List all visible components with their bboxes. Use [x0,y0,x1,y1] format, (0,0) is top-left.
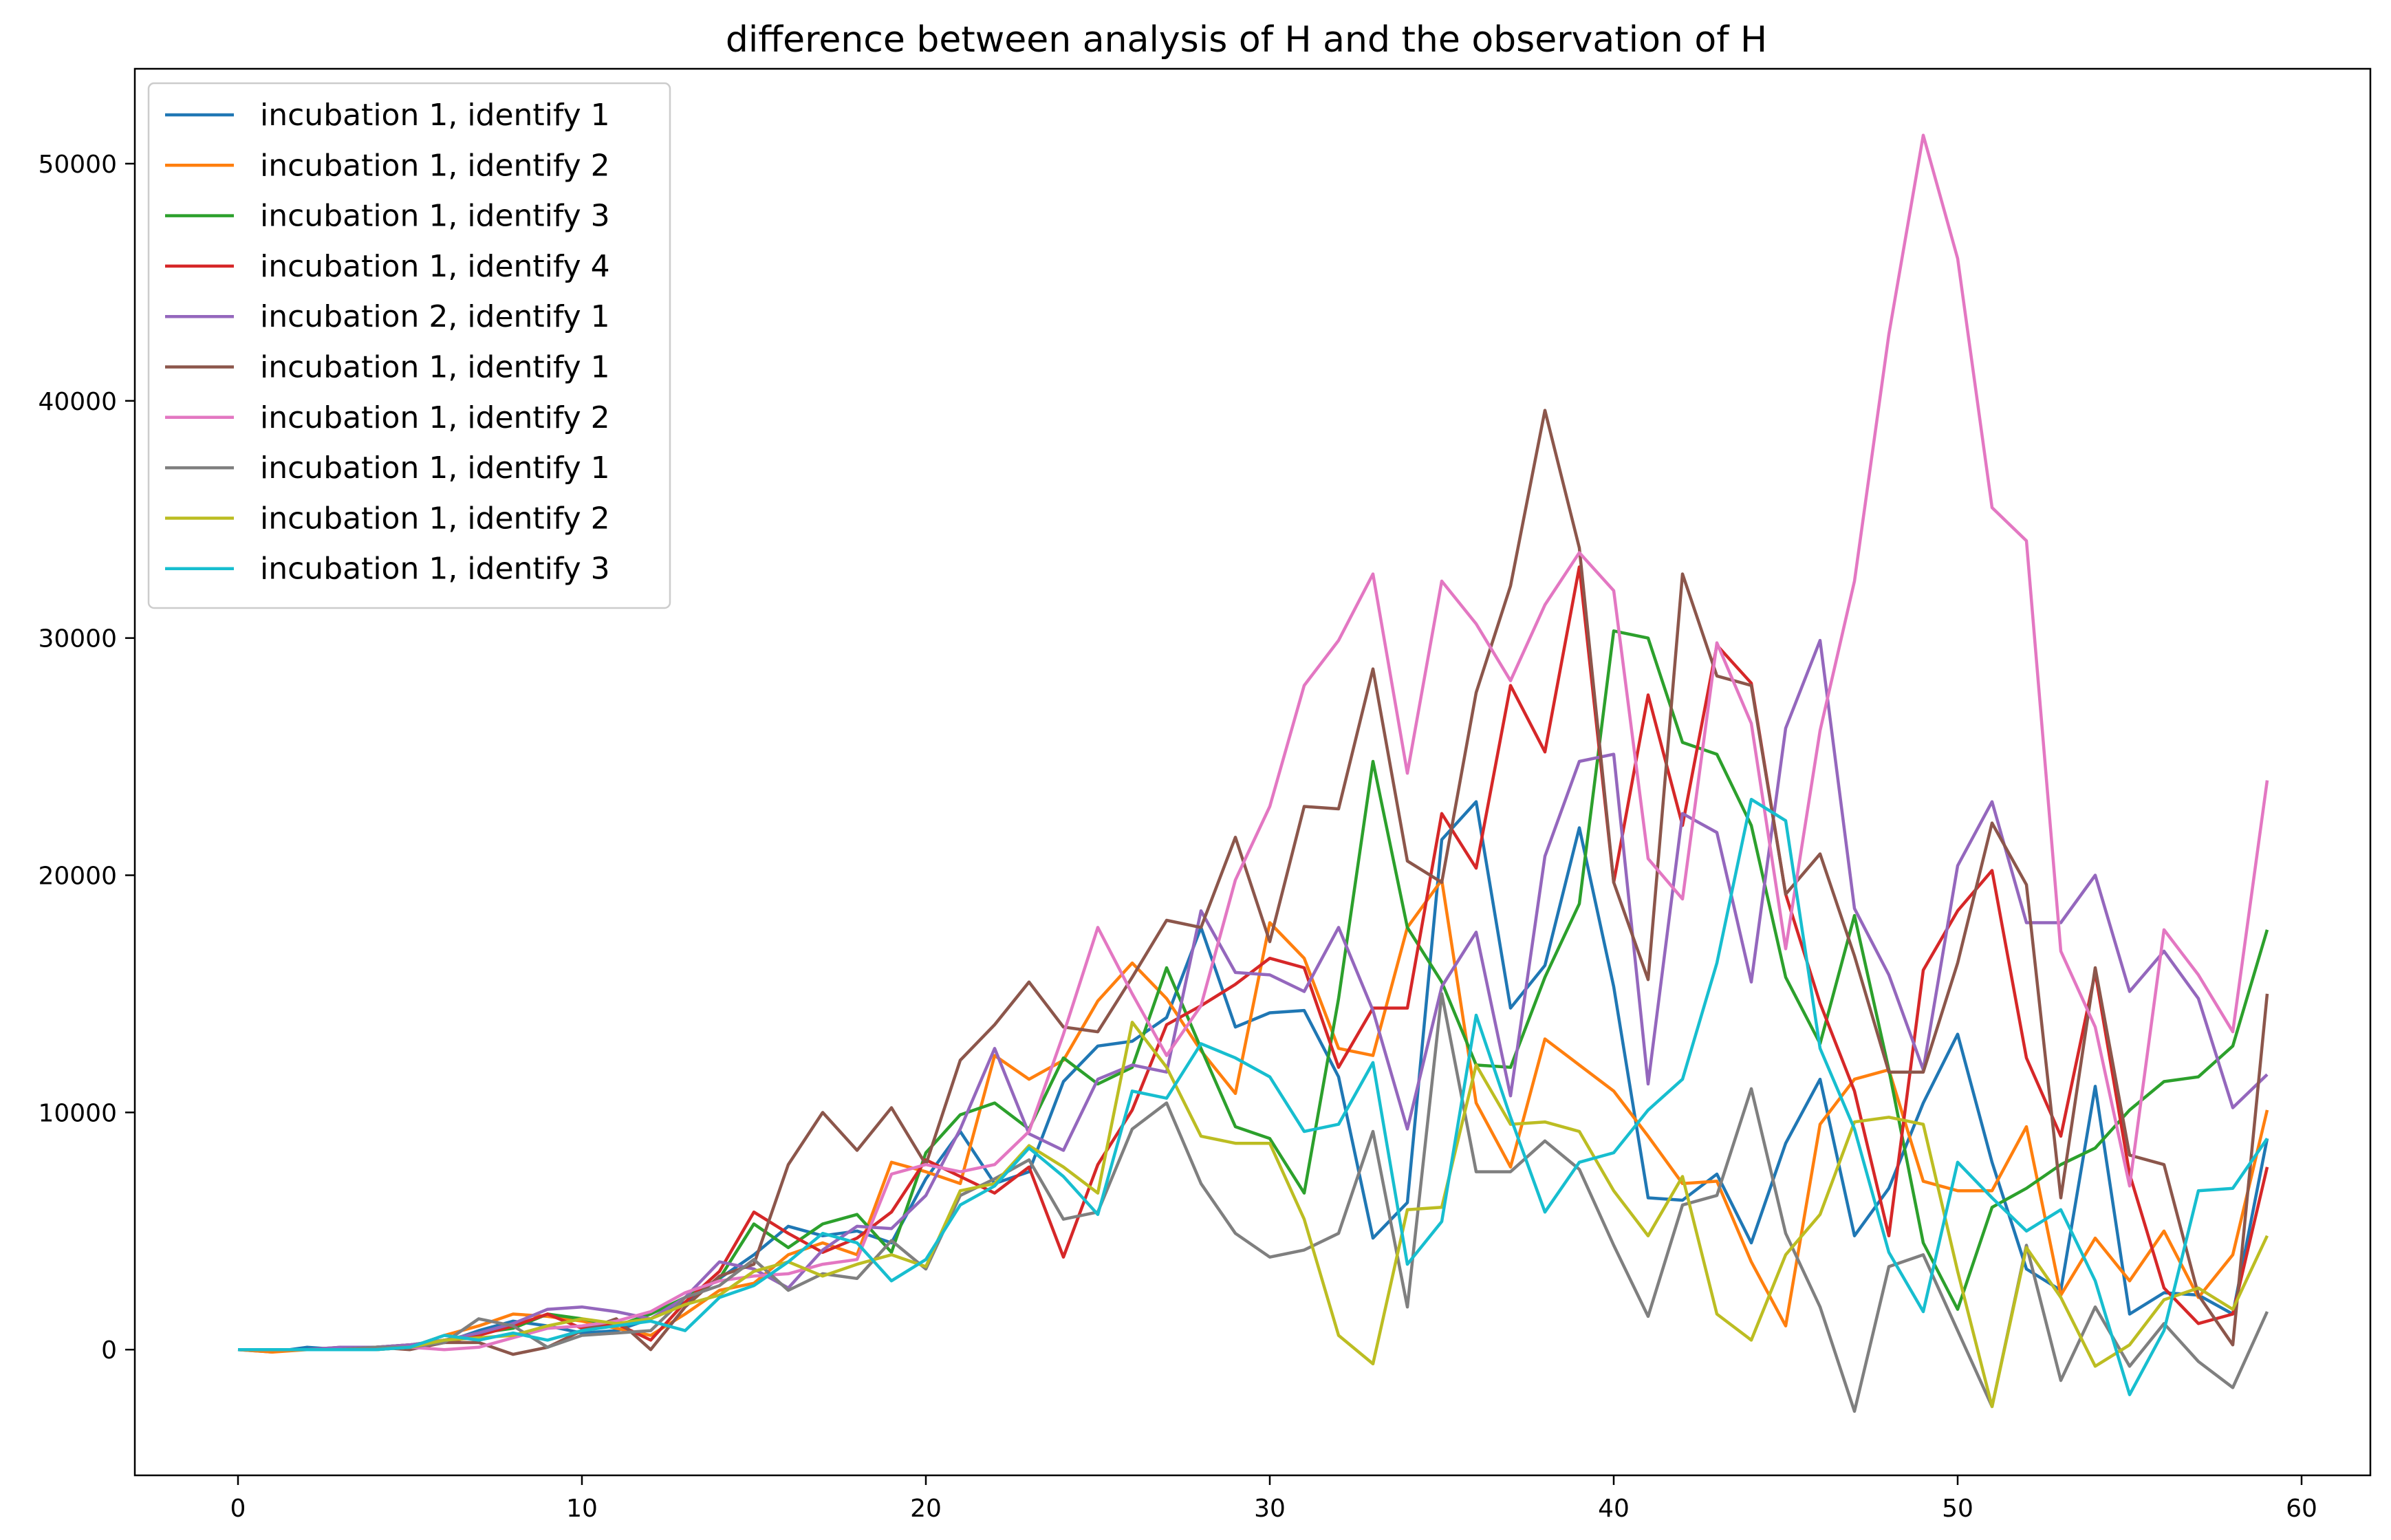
y-tick-label: 10000 [38,1099,117,1127]
series-line-7 [238,133,2269,1352]
legend-entry-label: incubation 1, identify 2 [260,400,610,435]
legend-box [147,82,671,609]
y-tick-label: 30000 [38,625,117,653]
x-tick-label: 30 [1254,1495,1286,1523]
legend-entry-label: incubation 1, identify 2 [260,501,610,536]
legend-entry-label: incubation 1, identify 4 [260,249,610,284]
legend: incubation 1, identify 1 incubation 1, id… [147,82,671,609]
series-line-10 [238,797,2269,1396]
y-tick-label: 50000 [38,151,117,179]
x-tick-label: 0 [230,1495,246,1523]
series-line-3 [238,629,2269,1352]
legend-entry-label: incubation 1, identify 3 [260,199,610,234]
chart-title: difference between analysis of H and the… [726,19,1767,61]
y-tick-label: 40000 [38,388,117,416]
x-tick-label: 40 [1598,1495,1630,1523]
legend-entry-label: incubation 1, identify 2 [260,148,610,183]
y-tick-label: 0 [101,1336,117,1365]
series-line-8 [238,992,2269,1413]
y-tick-label: 20000 [38,863,117,891]
x-tick-label: 50 [1942,1495,1973,1523]
x-tick-label: 10 [566,1495,598,1523]
legend-entry-label: incubation 1, identify 1 [260,98,610,133]
series-layer [237,133,2269,1413]
legend-entry-label: incubation 1, identify 1 [260,350,610,385]
series-line-9 [238,1021,2269,1409]
legend-entry-label: incubation 2, identify 1 [260,299,610,334]
series-line-5 [238,638,2269,1352]
legend-entry-label: incubation 1, identify 1 [260,451,610,486]
plot-frame [133,67,2372,1477]
x-tick-label: 60 [2286,1495,2317,1523]
x-tick-label: 20 [910,1495,942,1523]
legend-entry-label: incubation 1, identify 3 [260,552,610,587]
y-axis: 0 10000 20000 30000 40000 50000 [38,151,135,1365]
x-axis: 0 10 20 30 40 50 60 [230,1475,2317,1523]
